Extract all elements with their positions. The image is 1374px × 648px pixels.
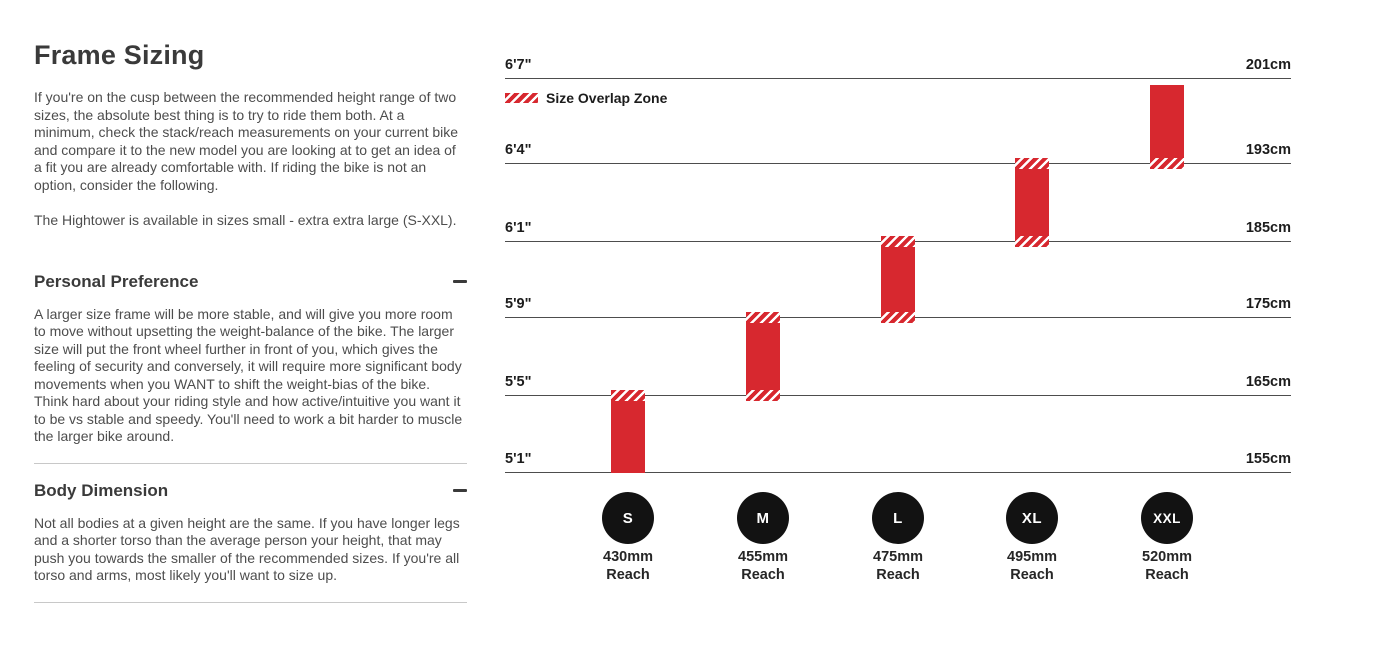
reach-caption: Reach bbox=[1010, 567, 1054, 583]
height-label-imperial: 6'1" bbox=[505, 220, 532, 236]
reach-label-XL: 495mm Reach bbox=[977, 548, 1087, 584]
minus-icon[interactable] bbox=[453, 489, 467, 492]
body-dimension-title: Body Dimension bbox=[34, 480, 169, 500]
size-circle-L: L bbox=[872, 492, 924, 544]
reach-label-M: 455mm Reach bbox=[708, 548, 818, 584]
size-circle-XXL: XXL bbox=[1141, 492, 1193, 544]
height-gridline bbox=[505, 472, 1291, 473]
overlap-zone-top bbox=[746, 312, 780, 323]
personal-preference-header[interactable]: Personal Preference bbox=[34, 272, 467, 292]
overlap-zone-bottom bbox=[1015, 236, 1049, 247]
size-circle-M: M bbox=[737, 492, 789, 544]
size-bar-XL bbox=[1015, 158, 1049, 247]
section-divider bbox=[34, 462, 467, 464]
page-title: Frame Sizing bbox=[34, 40, 205, 70]
body-dimension-header[interactable]: Body Dimension bbox=[34, 481, 467, 501]
intro-paragraph: If you're on the cusp between the recomm… bbox=[34, 89, 459, 193]
overlap-zone-bottom bbox=[881, 312, 915, 323]
height-label-metric: 165cm bbox=[1245, 374, 1291, 390]
height-label-metric: 155cm bbox=[1245, 451, 1291, 467]
overlap-zone-bottom bbox=[746, 390, 780, 401]
sizing-chart: Size Overlap Zone 6'7" 201cm 6'4" 193cm 6'1"… bbox=[505, 40, 1291, 610]
height-label-imperial: 5'5" bbox=[505, 374, 532, 390]
sizing-text-column: Frame Sizing If you're on the cusp betwe… bbox=[34, 40, 467, 620]
body-dimension-body: Not all bodies at a given height are the… bbox=[34, 514, 460, 584]
reach-value: 430mm bbox=[603, 549, 653, 565]
height-label-imperial: 6'7" bbox=[505, 57, 532, 73]
size-bar-XXL bbox=[1150, 85, 1184, 169]
personal-preference-title: Personal Preference bbox=[34, 271, 199, 291]
reach-value: 495mm bbox=[1007, 549, 1057, 565]
size-bar-M bbox=[746, 312, 780, 401]
reach-caption: Reach bbox=[741, 567, 785, 583]
section-body-dimension: Body Dimension Not all bodies at a given… bbox=[34, 481, 467, 603]
height-label-metric: 185cm bbox=[1245, 220, 1291, 236]
overlap-zone-top bbox=[881, 236, 915, 247]
height-label-metric: 193cm bbox=[1245, 142, 1291, 158]
reach-caption: Reach bbox=[1145, 567, 1189, 583]
section-personal-preference: Personal Preference A larger size frame … bbox=[34, 272, 467, 464]
reach-caption: Reach bbox=[606, 567, 650, 583]
reach-caption: Reach bbox=[876, 567, 920, 583]
legend-label: Size Overlap Zone bbox=[546, 90, 668, 106]
overlap-zone-swatch-icon bbox=[505, 93, 538, 103]
size-bar-L bbox=[881, 236, 915, 323]
section-divider bbox=[34, 601, 467, 603]
height-label-imperial: 6'4" bbox=[505, 142, 532, 158]
height-label-metric: 201cm bbox=[1245, 57, 1291, 73]
height-label-imperial: 5'9" bbox=[505, 296, 532, 312]
chart-legend: Size Overlap Zone bbox=[505, 90, 667, 106]
height-gridline bbox=[505, 395, 1291, 396]
height-label-metric: 175cm bbox=[1245, 296, 1291, 312]
reach-label-XXL: 520mm Reach bbox=[1112, 548, 1222, 584]
overlap-zone-top bbox=[611, 390, 645, 401]
availability-paragraph: The Hightower is available in sizes smal… bbox=[34, 212, 457, 228]
reach-label-L: 475mm Reach bbox=[843, 548, 953, 584]
overlap-zone-top bbox=[1015, 158, 1049, 169]
reach-value: 475mm bbox=[873, 549, 923, 565]
height-label-imperial: 5'1" bbox=[505, 451, 532, 467]
size-circle-XL: XL bbox=[1006, 492, 1058, 544]
reach-value: 520mm bbox=[1142, 549, 1192, 565]
minus-icon[interactable] bbox=[453, 280, 467, 283]
height-gridline bbox=[505, 78, 1291, 79]
personal-preference-body: A larger size frame will be more stable,… bbox=[34, 305, 463, 445]
size-bar-S bbox=[611, 390, 645, 473]
overlap-zone-bottom bbox=[1150, 158, 1184, 169]
height-gridline bbox=[505, 163, 1291, 164]
size-circle-S: S bbox=[602, 492, 654, 544]
reach-label-S: 430mm Reach bbox=[573, 548, 683, 584]
reach-value: 455mm bbox=[738, 549, 788, 565]
